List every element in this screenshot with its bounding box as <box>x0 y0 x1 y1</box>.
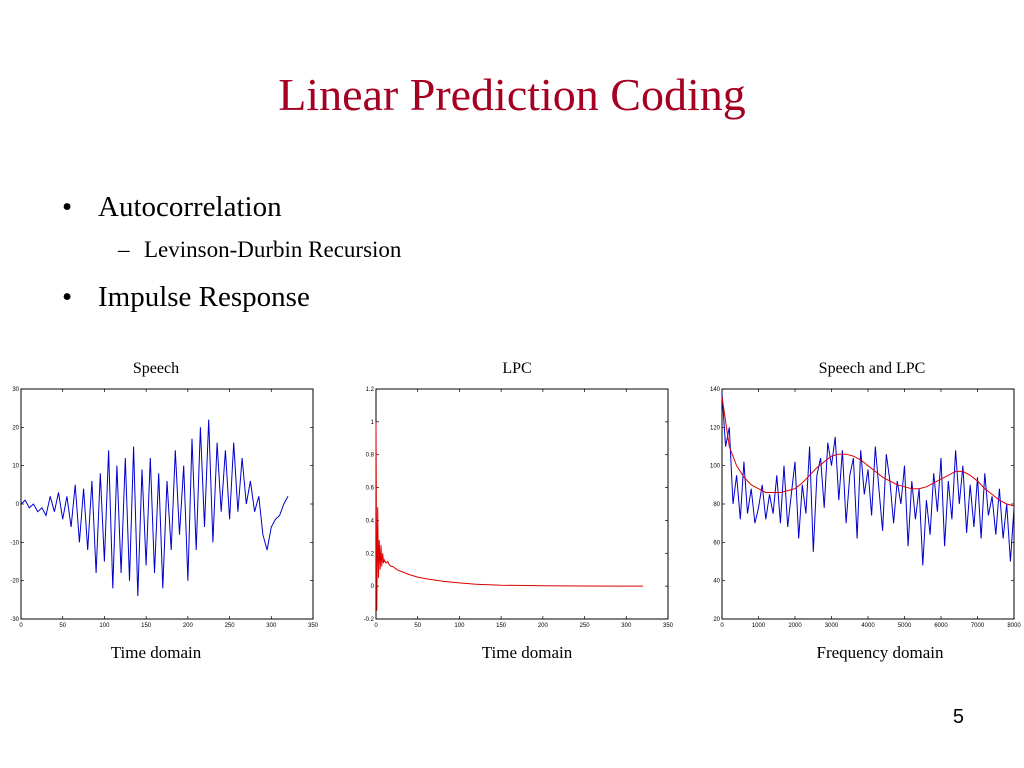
y-tick-label: 30 <box>12 387 19 393</box>
x-tick-label: 150 <box>141 623 152 629</box>
y-tick-label: 0 <box>16 502 20 508</box>
x-tick-label: 7000 <box>971 623 985 629</box>
plot-frame <box>721 388 1015 620</box>
x-tick-label: 300 <box>266 623 277 629</box>
series-line-1 <box>721 396 1015 507</box>
series-line-0 <box>375 421 643 611</box>
x-tick-label: 6000 <box>934 623 948 629</box>
y-tick-label: 0.8 <box>366 453 375 459</box>
x-tick-label: 1000 <box>752 623 766 629</box>
y-tick-label: 40 <box>713 579 720 585</box>
y-tick-label: 0.4 <box>366 518 375 524</box>
bullet-autocorrelation: • Autocorrelation <box>62 190 282 224</box>
y-tick-label: 10 <box>12 464 19 470</box>
y-tick-label: 60 <box>713 540 720 546</box>
series-line-0 <box>20 419 289 597</box>
x-tick-label: 200 <box>183 623 194 629</box>
x-tick-label: 100 <box>454 623 465 629</box>
x-tick-label: 250 <box>225 623 236 629</box>
x-tick-label: 0 <box>374 623 378 629</box>
y-tick-label: -20 <box>10 579 19 585</box>
plot-title-speech-and-lpc: Speech and LPC <box>818 360 926 377</box>
plot-title-speech: Speech <box>132 360 180 377</box>
x-tick-label: 5000 <box>898 623 912 629</box>
page-number: 5 <box>952 706 964 728</box>
x-tick-label: 250 <box>580 623 591 629</box>
y-tick-label: 100 <box>710 464 721 470</box>
bullet-mark: • <box>62 191 73 223</box>
bullet-text: Autocorrelation <box>98 191 282 223</box>
y-tick-label: 1.2 <box>366 387 375 393</box>
y-tick-label: 20 <box>713 617 720 623</box>
y-tick-label: 0.6 <box>366 486 375 492</box>
y-tick-label: 120 <box>710 425 721 431</box>
x-tick-label: 0 <box>19 623 23 629</box>
x-tick-label: 350 <box>663 623 674 629</box>
slide-title: Linear Prediction Coding <box>278 69 746 120</box>
x-tick-label: 350 <box>308 623 319 629</box>
y-tick-label: -0.2 <box>364 617 375 623</box>
sub-bullet-mark: – <box>118 237 130 262</box>
y-tick-label: 20 <box>12 425 19 431</box>
x-tick-label: 100 <box>99 623 110 629</box>
y-tick-label: 80 <box>713 502 720 508</box>
x-tick-label: 50 <box>414 623 421 629</box>
bullet-mark: • <box>62 281 73 313</box>
bullet-text: Impulse Response <box>98 281 310 313</box>
y-tick-label: 0.2 <box>366 551 375 557</box>
x-tick-label: 2000 <box>788 623 802 629</box>
sub-bullet-levinson: – Levinson-Durbin Recursion <box>118 237 401 263</box>
xlabel-frequency: Frequency domain <box>816 643 944 662</box>
x-tick-label: 300 <box>621 623 632 629</box>
x-tick-label: 4000 <box>861 623 875 629</box>
xlabel-speech: Time domain <box>110 643 202 662</box>
plot-frame <box>20 388 314 620</box>
bullet-impulse-response: • Impulse Response <box>62 280 310 314</box>
y-tick-label: 1 <box>371 420 375 426</box>
plot-title-lpc: LPC <box>502 360 532 377</box>
y-tick-label: -30 <box>10 617 19 623</box>
x-tick-label: 150 <box>496 623 507 629</box>
series-line-0 <box>721 392 1015 566</box>
xlabel-lpc: Time domain <box>481 643 573 662</box>
x-tick-label: 50 <box>59 623 66 629</box>
sub-bullet-text: Levinson-Durbin Recursion <box>144 237 402 262</box>
lpc-time-plot: 0 50 100 150 200 250 300 350-0.200.20.40.60.811… <box>364 387 674 629</box>
x-tick-label: 3000 <box>825 623 839 629</box>
speech-time-plot: 0 50 100 150 200 250 300 350 -30 -20 -10 0 10 20 30 <box>10 387 319 629</box>
y-tick-label: -10 <box>10 540 19 546</box>
x-tick-label: 0 <box>720 623 724 629</box>
x-tick-label: 200 <box>538 623 549 629</box>
y-tick-label: 0 <box>371 584 375 590</box>
x-tick-label: 8000 <box>1007 623 1021 629</box>
plot-frame <box>375 388 669 620</box>
y-tick-label: 140 <box>710 387 721 393</box>
speech-lpc-frequency-plot: 0 1000 2000 3000 4000 5000 6000 7000 8000 20 40 60 8… <box>710 387 1021 629</box>
